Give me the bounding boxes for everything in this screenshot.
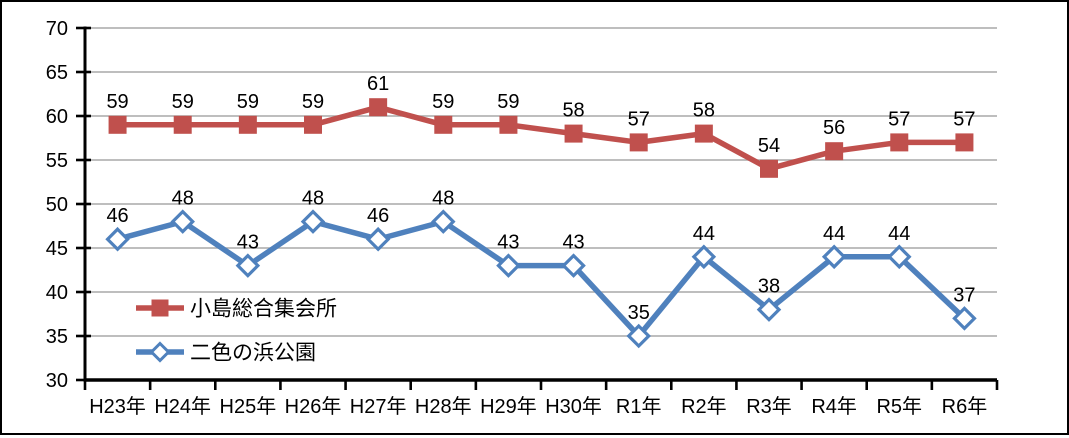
data-label: 61 <box>367 73 389 95</box>
data-point-marker[interactable] <box>499 115 518 134</box>
data-point-marker[interactable] <box>170 209 195 234</box>
data-point-marker[interactable] <box>300 209 326 234</box>
legend-item-nishiki[interactable]: 二色の浜公園 <box>136 341 316 365</box>
data-label: 46 <box>106 205 128 227</box>
data-label: 59 <box>172 91 194 113</box>
y-tick-label: 60 <box>46 106 68 128</box>
data-label: 43 <box>237 232 259 254</box>
data-label: 44 <box>888 223 910 245</box>
y-tick-label: 50 <box>46 194 68 216</box>
x-tick-label: R1年 <box>616 395 662 418</box>
y-tick-label: 45 <box>46 238 68 260</box>
data-label: 48 <box>172 188 194 210</box>
data-label: 56 <box>823 117 845 139</box>
data-point-marker[interactable] <box>108 115 127 134</box>
x-tick-label: H30年 <box>545 395 602 418</box>
plot-area: 30 35 40 45 50 55 60 65 70 H23年 H24年 H25年 H26年 H27年 H2… <box>46 18 999 418</box>
data-label: 44 <box>823 223 845 245</box>
data-label: 54 <box>758 135 780 157</box>
y-tick-label: 70 <box>46 18 68 40</box>
data-point-marker[interactable] <box>955 133 974 152</box>
legend-square-marker-icon <box>151 299 169 317</box>
x-tick-label: H24年 <box>154 395 211 418</box>
legend-label-kojima: 小島総合集会所 <box>190 298 337 321</box>
data-label: 59 <box>237 91 259 113</box>
series-line-0[interactable] <box>114 104 968 172</box>
x-tick-label: H25年 <box>220 395 277 418</box>
data-point-marker[interactable] <box>365 226 391 252</box>
data-point-marker[interactable] <box>887 244 912 270</box>
y-tick-label: 40 <box>46 282 68 304</box>
data-label: 43 <box>497 232 519 254</box>
data-label: 59 <box>302 91 324 113</box>
legend-diamond-marker-icon <box>149 341 171 363</box>
data-label: 59 <box>497 91 519 113</box>
legend-label-nishiki: 二色の浜公園 <box>190 342 316 365</box>
legend-item-kojima[interactable]: 小島総合集会所 <box>136 298 337 321</box>
y-tick-label: 55 <box>46 150 68 172</box>
data-point-marker[interactable] <box>691 244 717 270</box>
data-point-marker[interactable] <box>434 115 453 134</box>
data-point-marker[interactable] <box>235 253 261 278</box>
data-point-marker[interactable] <box>825 142 844 161</box>
data-label: 58 <box>562 100 584 122</box>
data-label: 46 <box>367 205 389 227</box>
data-label: 48 <box>302 188 324 210</box>
data-point-marker[interactable] <box>760 159 778 178</box>
data-label: 59 <box>106 91 128 113</box>
data-point-marker[interactable] <box>694 124 713 143</box>
y-tick-label: 30 <box>46 370 68 392</box>
data-point-marker[interactable] <box>821 244 847 270</box>
x-tick-label: H23年 <box>89 395 146 418</box>
data-point-marker[interactable] <box>431 209 456 234</box>
x-tick-label: R3年 <box>746 395 792 418</box>
x-tick-label: H28年 <box>415 395 472 418</box>
data-point-marker[interactable] <box>304 115 322 134</box>
data-point-marker[interactable] <box>890 133 909 152</box>
data-label: 44 <box>693 223 715 245</box>
x-tick-label: R6年 <box>942 395 988 418</box>
series-line-1[interactable] <box>114 218 968 339</box>
data-point-marker[interactable] <box>756 297 782 322</box>
data-point-marker[interactable] <box>496 253 521 278</box>
x-tick-label: H27年 <box>350 395 407 418</box>
y-tick-label: 35 <box>46 326 68 348</box>
data-point-marker[interactable] <box>173 115 192 134</box>
x-tick-label: H26年 <box>285 395 342 418</box>
data-label: 37 <box>953 284 975 306</box>
data-point-marker[interactable] <box>626 323 651 349</box>
data-label: 58 <box>693 100 715 122</box>
data-label: 57 <box>628 108 650 130</box>
data-label: 59 <box>432 91 454 113</box>
data-label: 48 <box>432 188 454 210</box>
x-tick-label: R2年 <box>681 395 727 418</box>
data-point-marker[interactable] <box>629 133 648 152</box>
legend: 小島総合集会所 二色の浜公園 <box>136 298 337 365</box>
data-label: 38 <box>758 276 780 298</box>
data-label: 57 <box>953 108 975 130</box>
data-label: 43 <box>562 232 584 254</box>
data-point-marker[interactable] <box>369 98 388 117</box>
x-tick-label: H29年 <box>480 395 537 418</box>
data-point-marker[interactable] <box>564 124 583 143</box>
data-label: 35 <box>628 302 650 324</box>
data-point-marker[interactable] <box>105 226 130 252</box>
x-tick-label: R4年 <box>811 395 857 418</box>
data-point-marker[interactable] <box>561 253 586 278</box>
x-tick-label: R5年 <box>876 395 922 418</box>
y-tick-label: 65 <box>46 62 68 84</box>
data-point-marker[interactable] <box>238 115 257 134</box>
data-label: 57 <box>888 108 910 130</box>
data-point-marker[interactable] <box>952 306 977 331</box>
